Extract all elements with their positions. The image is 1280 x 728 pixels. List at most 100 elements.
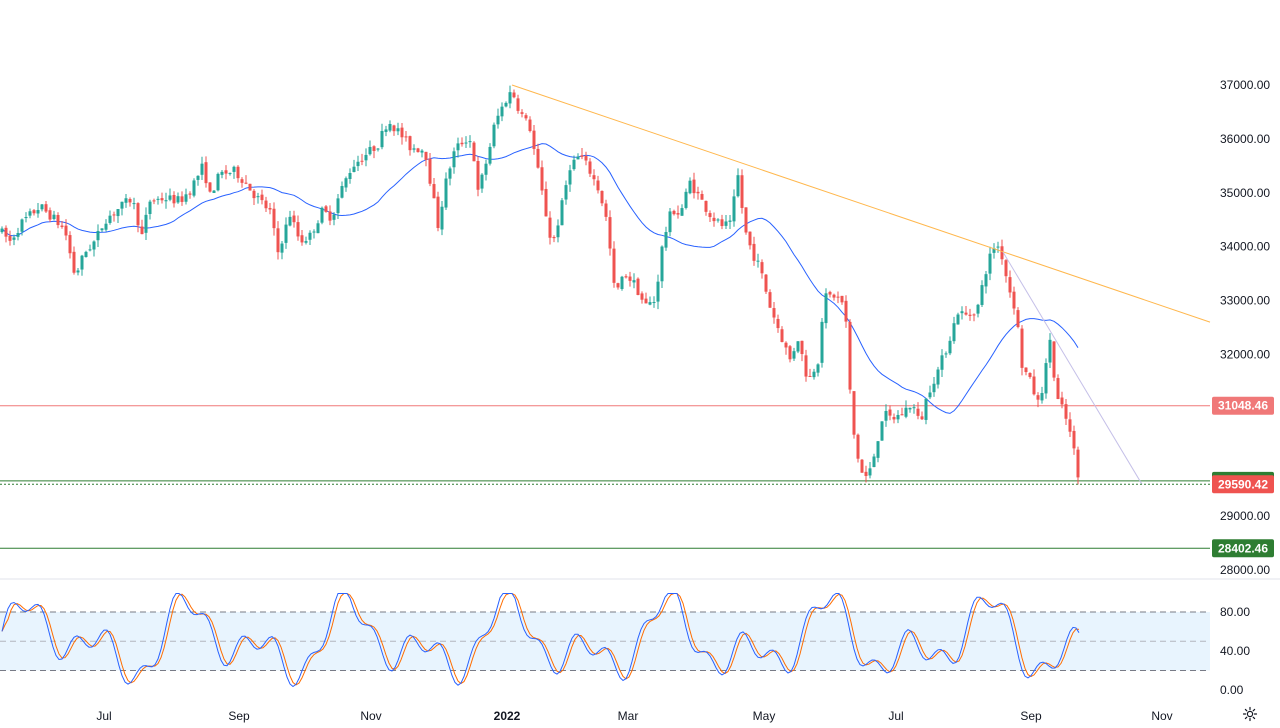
candle-body xyxy=(808,375,812,377)
candle-body xyxy=(848,321,852,390)
candle-body xyxy=(1012,291,1016,309)
candle-body xyxy=(288,216,292,226)
candle-body xyxy=(624,276,628,278)
secondary-trendline[interactable] xyxy=(1002,251,1143,485)
candle-body xyxy=(904,407,908,417)
candle-body xyxy=(304,241,308,243)
candle-body xyxy=(724,221,728,226)
price-tick-label: 34000.00 xyxy=(1220,240,1270,254)
price-tag-label: 28402.46 xyxy=(1218,541,1268,555)
price-tick-label: 28000.00 xyxy=(1220,563,1270,577)
candle-body xyxy=(120,201,124,209)
candle-body xyxy=(228,172,232,174)
candle-body xyxy=(320,207,324,223)
candle-body xyxy=(1028,372,1032,377)
candle-body xyxy=(124,198,128,203)
candle-body xyxy=(1040,393,1044,401)
candle-body xyxy=(184,194,188,202)
candle-body xyxy=(680,208,684,216)
candle-body xyxy=(8,235,12,241)
stochastic-pane[interactable] xyxy=(0,593,1210,688)
gear-icon[interactable] xyxy=(1242,706,1258,722)
candle-body xyxy=(68,235,72,254)
candle-body xyxy=(932,383,936,393)
candle-body xyxy=(352,166,356,172)
time-tick-label: Sep xyxy=(228,709,250,723)
candle-body xyxy=(132,203,136,205)
candle-body xyxy=(716,219,720,221)
candle-body xyxy=(1076,449,1080,478)
candle-body xyxy=(968,314,972,316)
candle-body xyxy=(160,198,164,201)
candle-body xyxy=(384,129,388,132)
price-tick-label: 29000.00 xyxy=(1220,509,1270,523)
candle-body xyxy=(448,168,452,179)
candle-body xyxy=(264,200,268,209)
candle-body xyxy=(656,281,660,302)
time-tick-label: Jul xyxy=(96,709,111,723)
candle-body xyxy=(760,262,764,274)
candle-body xyxy=(672,210,676,215)
candle-body xyxy=(36,210,40,214)
candle-body xyxy=(444,178,448,208)
candle-body xyxy=(700,194,704,200)
candle-body xyxy=(100,228,104,231)
trendline[interactable] xyxy=(511,84,1211,323)
candle-body xyxy=(1000,246,1004,260)
candle-body xyxy=(420,150,424,153)
candle-body xyxy=(788,346,792,360)
candle-body xyxy=(164,200,168,202)
candle-body xyxy=(328,211,332,221)
candle-body xyxy=(604,203,608,217)
candle-body xyxy=(48,210,52,220)
candle-body xyxy=(1024,367,1028,373)
candle-body xyxy=(332,214,336,220)
candle-body xyxy=(1068,419,1072,432)
candle-body xyxy=(952,323,956,342)
time-axis[interactable]: Jul Sep Nov 2022 Mar May Jul Sep Nov xyxy=(96,709,1172,723)
candle-body xyxy=(864,471,868,476)
candle-body xyxy=(732,196,736,222)
candle-body xyxy=(28,211,32,216)
price-pane[interactable] xyxy=(0,84,1211,549)
stochastic-tick-label: 0.00 xyxy=(1220,683,1244,697)
candle-body xyxy=(972,314,976,316)
candle-body xyxy=(92,241,96,250)
candle-body xyxy=(356,161,360,167)
candle-body xyxy=(60,225,64,227)
candle-body xyxy=(188,193,192,195)
candle-body xyxy=(464,142,468,144)
candle-body xyxy=(936,369,940,385)
candle-body xyxy=(344,178,348,188)
candle-body xyxy=(696,191,700,194)
candle-body xyxy=(516,98,520,111)
candle-body xyxy=(212,190,216,193)
candle-body xyxy=(740,175,744,208)
candle-body xyxy=(956,314,960,325)
candle-body xyxy=(644,298,648,304)
price-axis[interactable]: 37000.00 36000.00 35000.00 34000.00 33000.00… xyxy=(1220,78,1270,577)
candle-body xyxy=(888,409,892,416)
candle-body xyxy=(628,276,632,281)
candle-body xyxy=(812,371,816,378)
candle-body xyxy=(820,321,824,363)
candle-body xyxy=(560,200,564,226)
candle-body xyxy=(636,278,640,296)
time-tick-label: May xyxy=(753,709,776,723)
candle-body xyxy=(296,222,300,237)
candle-body xyxy=(96,231,100,241)
stochastic-axis[interactable]: 80.00 40.00 0.00 xyxy=(1220,605,1250,697)
candle-body xyxy=(540,167,544,191)
candle-body xyxy=(912,407,916,409)
candle-body xyxy=(652,302,656,304)
candle-body xyxy=(1044,363,1048,394)
candle-body xyxy=(388,123,392,131)
candle-body xyxy=(204,162,208,184)
candle-body xyxy=(548,217,552,238)
candle-body xyxy=(64,225,68,236)
candle-body xyxy=(368,146,372,155)
price-tick-label: 37000.00 xyxy=(1220,78,1270,92)
candle-body xyxy=(608,217,612,249)
candle-body xyxy=(32,210,36,214)
